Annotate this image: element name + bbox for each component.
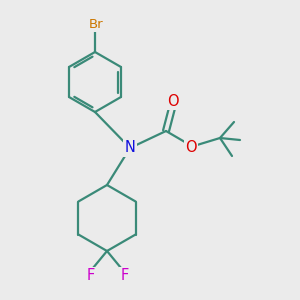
Text: F: F: [87, 268, 95, 284]
Text: Br: Br: [89, 17, 103, 31]
Text: O: O: [185, 140, 197, 154]
Text: N: N: [124, 140, 135, 155]
Text: O: O: [167, 94, 179, 109]
Text: F: F: [121, 268, 129, 284]
